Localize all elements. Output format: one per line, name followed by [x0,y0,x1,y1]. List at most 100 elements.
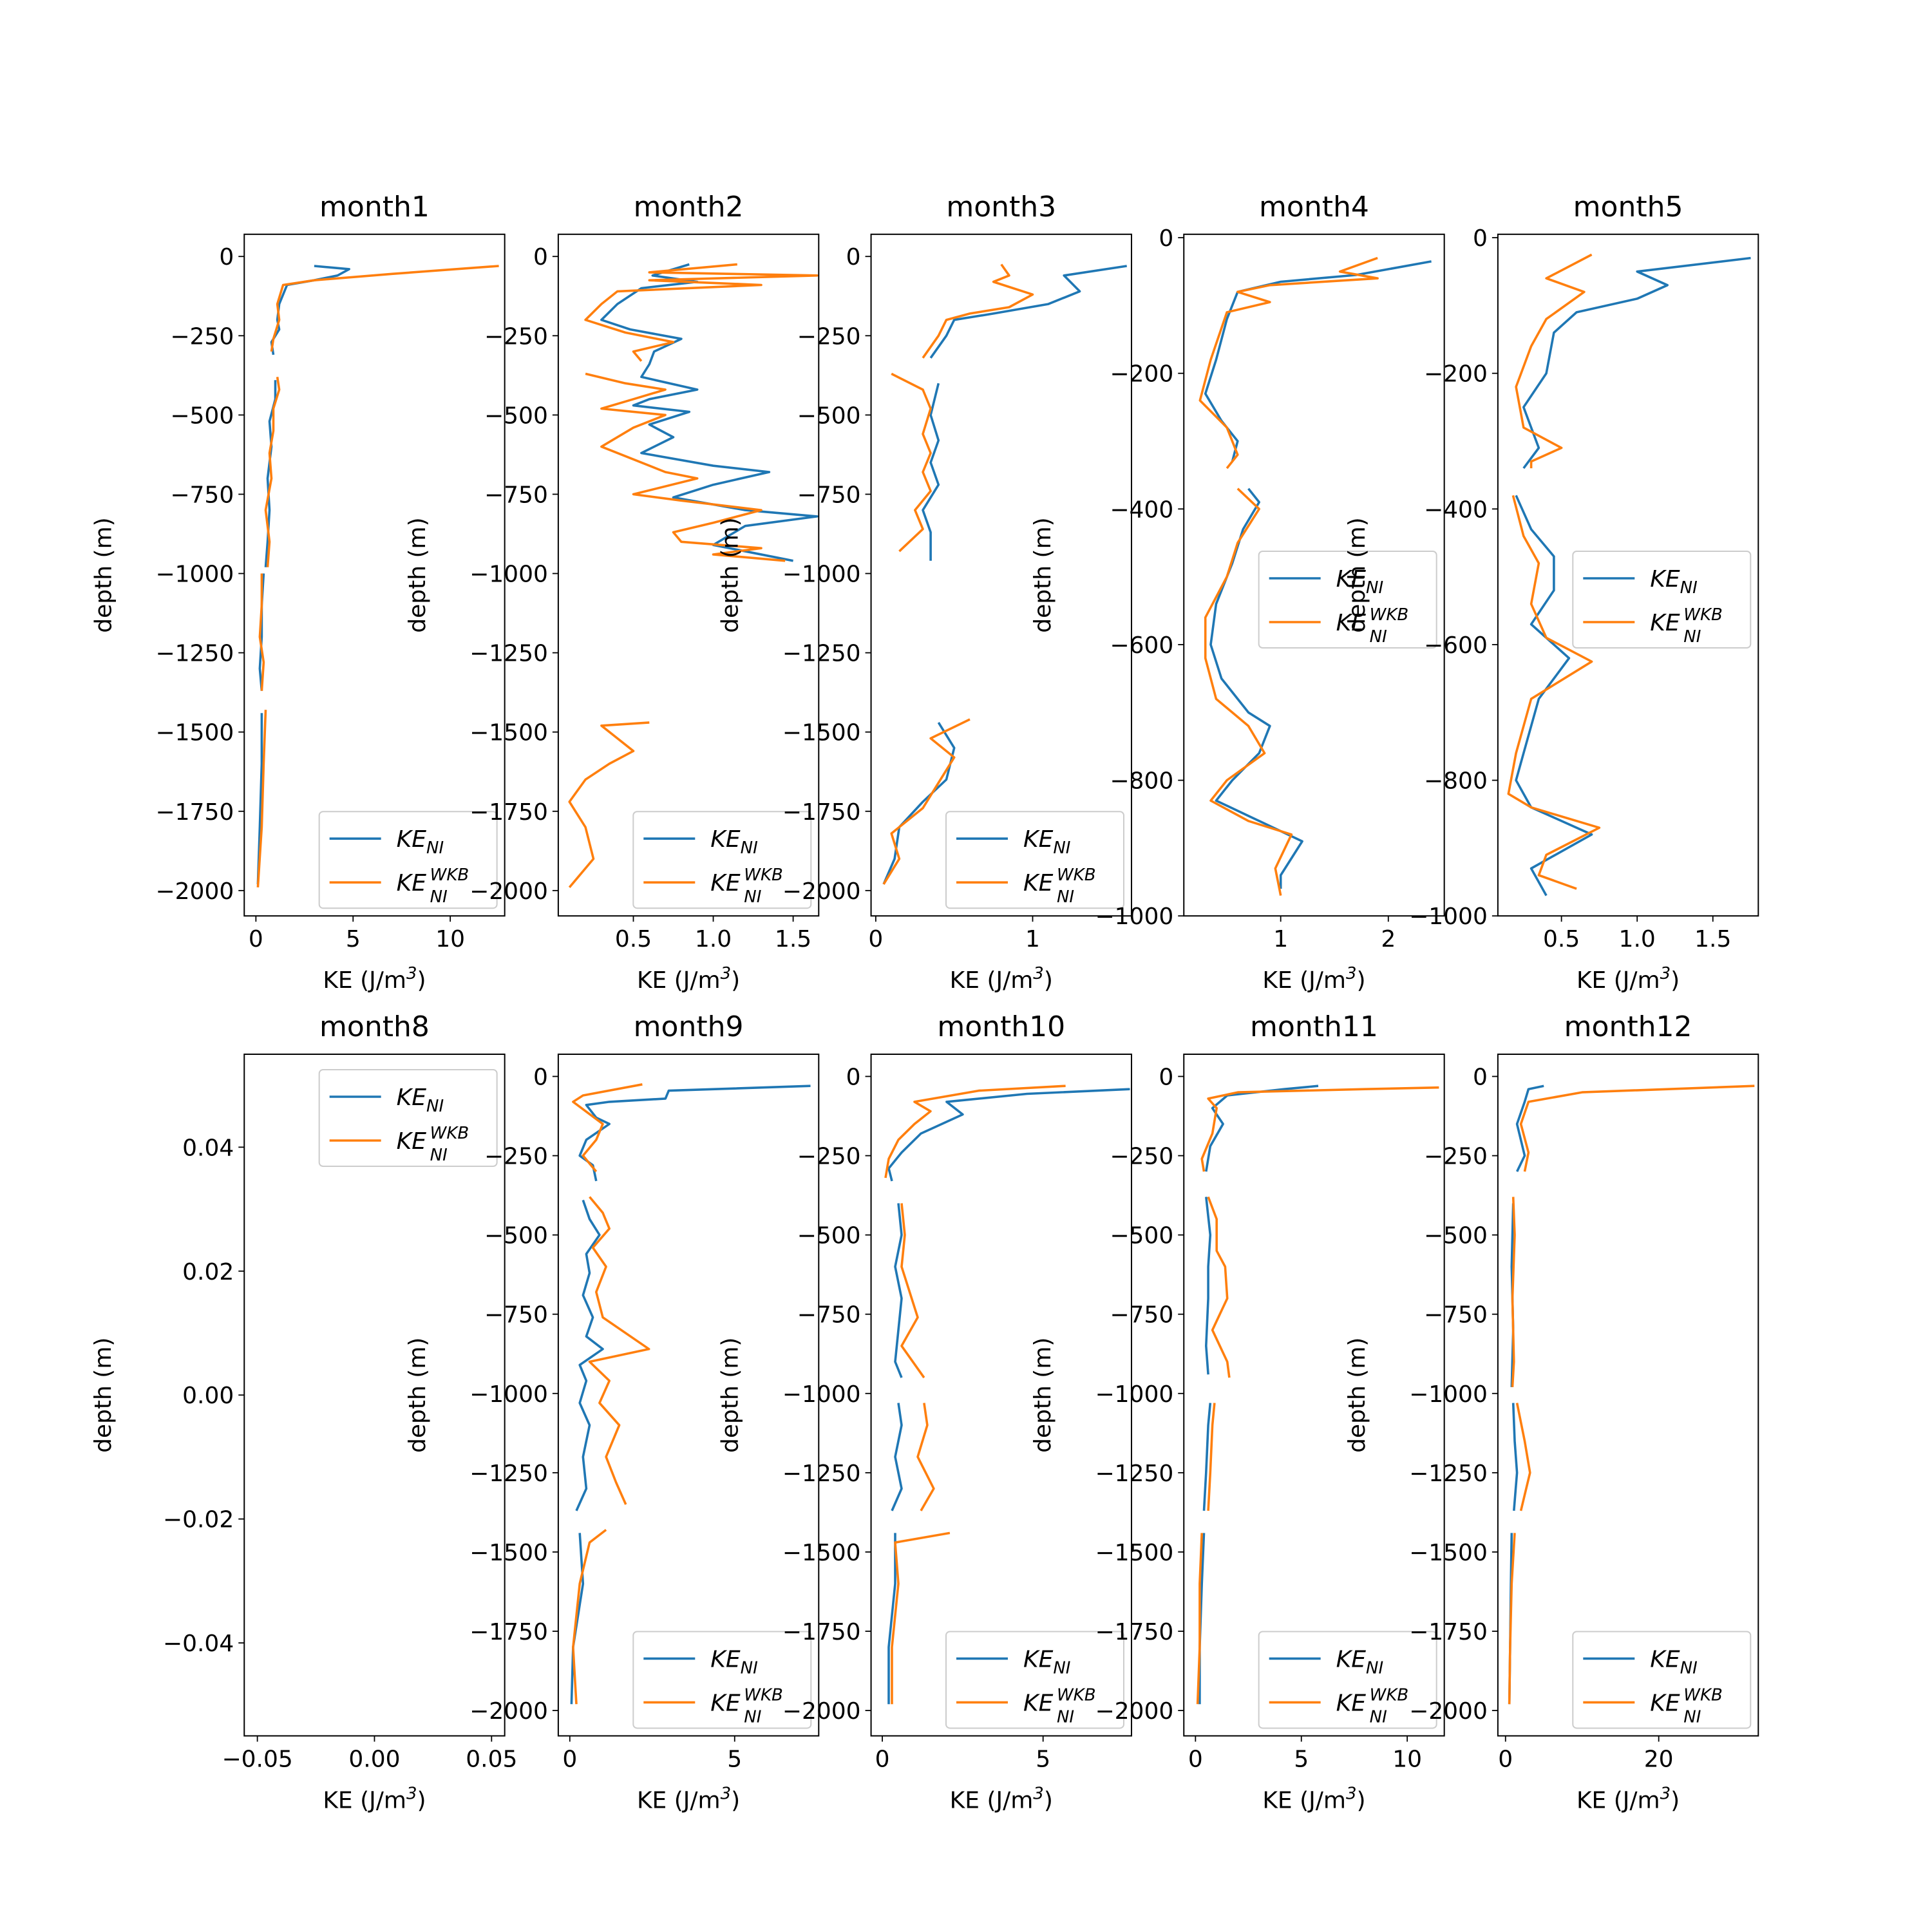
series-line-ke-ni-wkb [1515,253,1593,469]
panel-month1: 0 5 10 0 −250 −500 −750 −1000 −1250 −1500 −1750 −20… [90,191,506,994]
y-tick-label: −0.02 [163,1507,234,1533]
x-axis-label: KE (J/m3) [637,1784,740,1814]
legend-label-superscript: WKB [1057,866,1096,885]
legend-box [632,811,812,909]
axes-frame [1183,1054,1445,1737]
y-tick-label: −1500 [469,1540,548,1566]
legend-entry-ke-ni-wkb-label: KE WKB NI [397,1124,469,1165]
legend-label-superscript: WKB [1683,605,1723,625]
legend-label-subscript: NI [744,1707,761,1727]
y-tick-label: −250 [1424,1144,1488,1170]
x-axis-label: KE (J/m3) [637,964,740,994]
panel-month2: 0.5 1.0 1.5 0 −250 −500 −750 −1000 −1250 −1500 −17… [404,191,820,994]
y-tick-label: −500 [797,1223,861,1249]
legend-label-base: KE [1650,566,1680,592]
series-line-ke-ni-wkb [264,377,281,567]
legend-box [1258,551,1437,649]
series-line-ke-ni [894,1203,903,1378]
x-tick-label: 1.0 [1619,926,1656,952]
x-tick-label: 1.5 [775,926,811,952]
series-line-ke-ni-wkb [584,263,819,362]
legend-label-subscript: NI [1683,1707,1701,1727]
series-line-ke-ni-wkb [572,1529,607,1705]
legend-label-superscript: WKB [1683,1685,1723,1705]
legend-entry-ke-ni-label: KENI [397,826,444,858]
series-line-ke-ni-wkb [585,372,786,562]
y-tick-label: −750 [484,1302,548,1329]
y-axis-label: depth (m) [90,517,117,632]
axes-frame [557,233,820,917]
series-line-ke-ni-wkb [1200,1086,1439,1172]
x-axis-label-close: ) [1357,1787,1366,1814]
y-tick-label: −1750 [155,799,234,826]
series-line-ke-ni-wkb [1207,1403,1216,1511]
legend-entry-ke-ni-wkb-label: KE WKB NI [1650,605,1723,647]
legend-label-subscript: NI [1366,1658,1383,1678]
series-line-ke-ni [1204,260,1432,462]
y-tick-label: −2000 [782,878,861,905]
x-axis-label-superscript: 3 [1033,1784,1044,1803]
y-tick-label: 0 [533,244,548,270]
series-group [1507,253,1751,896]
y-tick-label: −600 [1110,632,1173,659]
x-axis-label-text: KE (J/m [950,967,1034,994]
x-axis-label: KE (J/m3) [950,1784,1053,1814]
x-axis-label-text: KE (J/m [1577,967,1660,994]
series-group [568,263,819,889]
y-tick-label: −1250 [1095,1461,1173,1487]
legend-label-base: KE [710,1646,741,1672]
y-tick-label: −1000 [1095,1381,1173,1408]
legend-label-base: KE [1336,1646,1367,1672]
x-axis-label-text: KE (J/m [1262,967,1346,994]
legend-label-subscript: NI [744,887,761,907]
series-line-ke-ni [1515,1084,1544,1172]
x-tick-label: −0.05 [222,1746,292,1772]
y-tick-label: −1750 [1095,1619,1173,1645]
axes-frame [1497,233,1759,917]
series-line-ke-ni [929,265,1127,359]
y-tick-label: −500 [1424,1223,1488,1249]
series-line-ke-ni-wkb [1204,488,1293,896]
y-tick-label: −1500 [1095,1540,1173,1566]
panel-title: month8 [319,1010,430,1043]
y-axis-label: depth (m) [717,517,744,632]
y-tick-label: −750 [797,1302,861,1329]
series-line-ke-ni-wkb [568,721,650,889]
series-line-ke-ni-wkb [1196,1533,1203,1705]
x-axis-label-text: KE (J/m [637,967,721,994]
x-axis-label-superscript: 3 [406,1784,417,1803]
series-line-ke-ni-wkb [1207,1196,1231,1378]
legend-box [318,811,498,909]
legend-label-base: KE [397,826,427,853]
y-axis-label: depth (m) [1344,517,1370,632]
y-tick-label: −1250 [782,641,861,667]
y-tick-label: −500 [797,402,861,429]
panel-month11: 0 5 10 0 −250 −500 −750 −1000 −1250 −1500 −1750 −20… [1030,1010,1445,1814]
legend-label-subscript: NI [1053,1658,1070,1678]
panel-title: month9 [634,1010,744,1043]
legend-label-base: KE [710,826,741,853]
series-line-ke-ni [1515,495,1593,896]
series-line-ke-ni [1511,1403,1519,1511]
axes-frame [1183,233,1445,917]
x-tick-label: 0.00 [348,1746,400,1772]
series-line-ke-ni-wkb [882,718,971,885]
series-group [256,265,499,888]
y-tick-label: −1000 [782,1381,861,1408]
x-tick-label: 5 [1294,1746,1309,1772]
y-tick-label: −1500 [782,720,861,746]
panel-title: month10 [937,1010,1065,1043]
y-tick-label: 0 [1159,1064,1173,1090]
series-line-ke-ni [570,1533,585,1705]
y-tick-label: −1500 [155,720,234,746]
y-axis-label: depth (m) [404,1338,431,1453]
y-tick-label: 0 [846,244,861,270]
legend-label-subscript: NI [741,838,758,858]
panel-month10: 0 5 0 −250 −500 −750 −1000 −1250 −1500 −1750 −2000… [717,1010,1132,1814]
legend-label-base: KE [710,1690,741,1716]
